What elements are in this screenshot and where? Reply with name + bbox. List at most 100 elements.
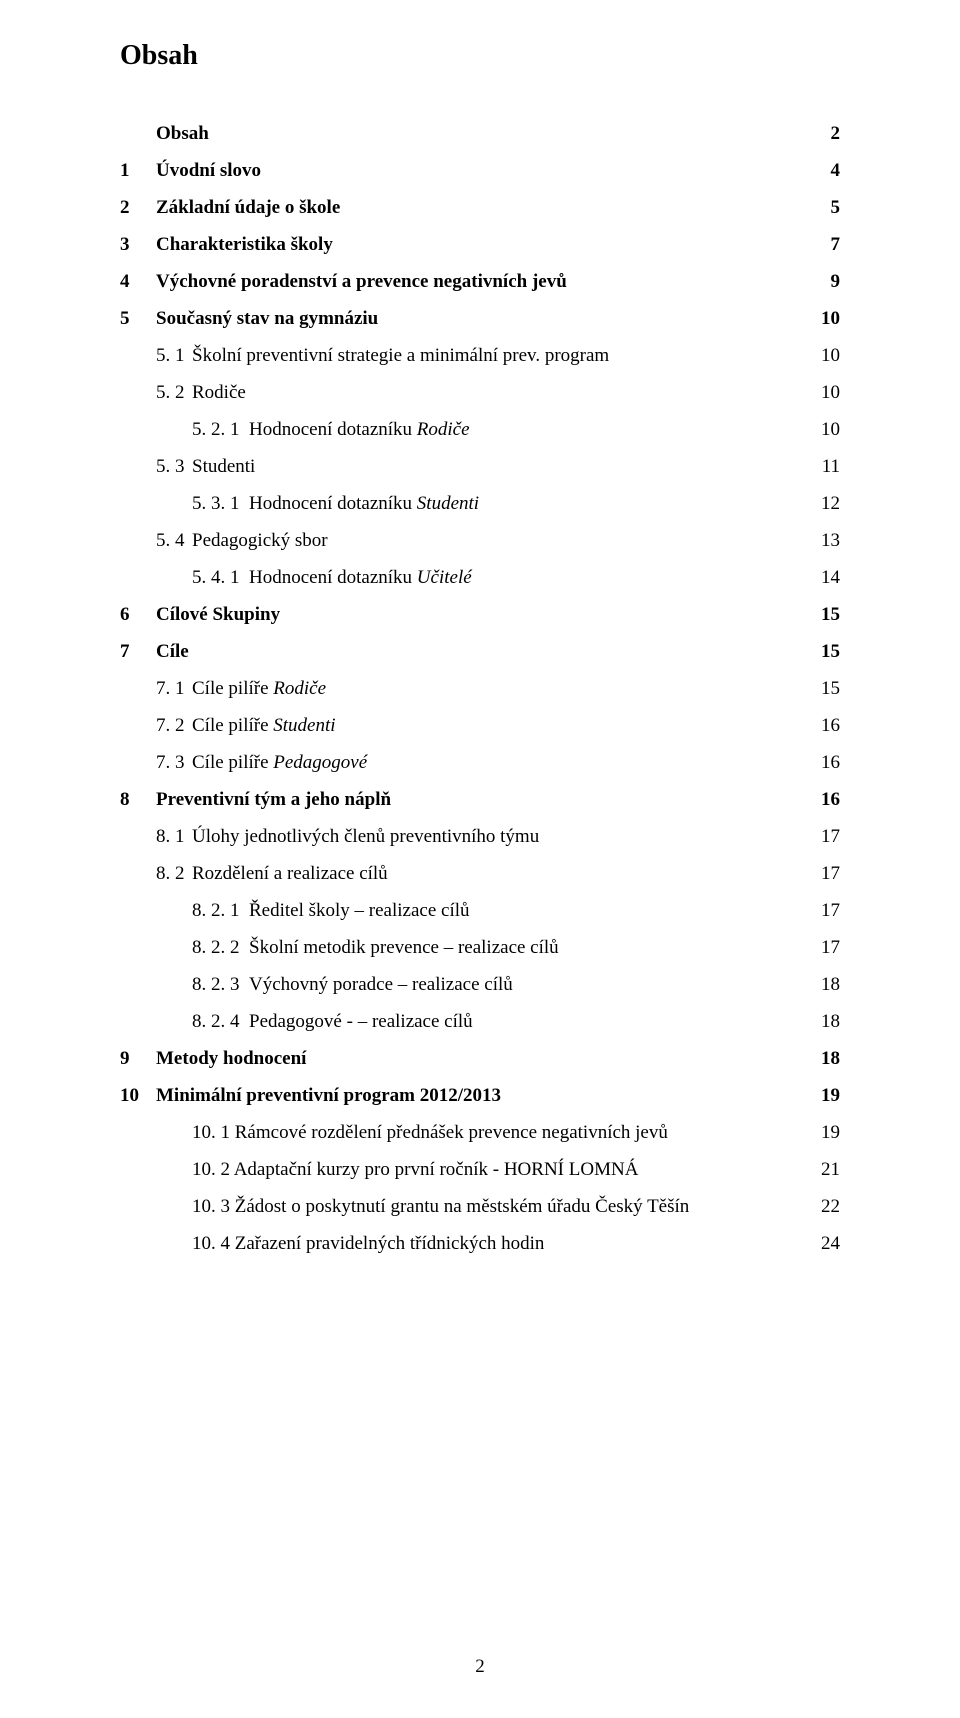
- toc-entry-number: 5. 1: [120, 346, 192, 365]
- toc-entry-label-pre: Cíle pilíře: [192, 715, 273, 736]
- toc-entry-number: 9: [120, 1049, 156, 1068]
- toc-entry-number: 8. 1: [120, 827, 192, 846]
- toc-row: 5. 3. 1 Hodnocení dotazníku Studenti 12: [120, 494, 840, 513]
- toc-entry-page: 15: [810, 642, 840, 661]
- page-footer-number: 2: [0, 1656, 960, 1678]
- toc-entry-label-pre: Hodnocení dotazníku: [249, 567, 417, 588]
- toc-entry-label: Úvodní slovo: [156, 161, 261, 180]
- toc-row-left: 5. 4Pedagogický sbor: [120, 531, 794, 550]
- toc-row-left: 5. 4. 1 Hodnocení dotazníku Učitelé: [120, 568, 794, 587]
- toc-entry-label-pre: Cíle pilíře: [192, 678, 273, 699]
- toc-entry-label: Cílové Skupiny: [156, 605, 280, 624]
- toc-entry-label: Současný stav na gymnáziu: [156, 309, 378, 328]
- toc-entry-label: Školní metodik prevence – realizace cílů: [249, 938, 559, 957]
- toc-entry-label: Hodnocení dotazníku Učitelé: [249, 568, 472, 587]
- toc-row: 8Preventivní tým a jeho náplň16: [120, 790, 840, 809]
- toc-entry-label: Cíle: [156, 642, 189, 661]
- toc-row-left: 4Výchovné poradenství a prevence negativ…: [120, 272, 794, 291]
- toc-row-left: 10. 1 Rámcové rozdělení přednášek preven…: [120, 1123, 794, 1142]
- toc-entry-label: 10. 1 Rámcové rozdělení přednášek preven…: [192, 1123, 668, 1142]
- toc-entry-label-italic: Studenti: [273, 715, 335, 736]
- toc-entry-number: 8. 2. 4: [120, 1012, 249, 1031]
- toc-entry-number: 2: [120, 198, 156, 217]
- toc-entry-label: Rodiče: [192, 383, 246, 402]
- toc-entry-number: 7: [120, 642, 156, 661]
- toc-entry-page: 18: [810, 1012, 840, 1031]
- toc-entry-page: 10: [810, 420, 840, 439]
- toc-row-left: Obsah: [120, 124, 794, 143]
- toc-entry-label: 10. 2 Adaptační kurzy pro první ročník -…: [192, 1160, 638, 1179]
- toc-entry-page: 12: [810, 494, 840, 513]
- toc-entry-number: 8: [120, 790, 156, 809]
- toc-entry-page: 19: [810, 1086, 840, 1105]
- toc-row-left: 5. 3. 1 Hodnocení dotazníku Studenti: [120, 494, 794, 513]
- toc-entry-page: 21: [810, 1160, 840, 1179]
- toc-entry-label-italic: Pedagogové: [273, 752, 367, 773]
- toc-entry-label: Cíle pilíře Rodiče: [192, 679, 326, 698]
- toc-row-left: 8. 2. 3 Výchovný poradce – realizace cíl…: [120, 975, 794, 994]
- toc-entry-label: Hodnocení dotazníku Rodiče: [249, 420, 470, 439]
- toc-row-left: 5. 2. 1 Hodnocení dotazníku Rodiče: [120, 420, 794, 439]
- toc-entry-label: Úlohy jednotlivých členů preventivního t…: [192, 827, 539, 846]
- toc-entry-label-italic: Studenti: [417, 493, 479, 514]
- toc-entry-label: Obsah: [156, 124, 209, 143]
- toc-row-left: 2Základní údaje o škole: [120, 198, 794, 217]
- toc-entry-number: 7. 2: [120, 716, 192, 735]
- toc-entry-label: Pedagogický sbor: [192, 531, 328, 550]
- toc-row: 8. 2. 4 Pedagogové - – realizace cílů 18: [120, 1012, 840, 1031]
- toc-entry-page: 18: [810, 1049, 840, 1068]
- toc-row: 8. 2. 2 Školní metodik prevence – realiz…: [120, 938, 840, 957]
- toc-row-left: 9Metody hodnocení: [120, 1049, 794, 1068]
- table-of-contents: Obsah21Úvodní slovo42Základní údaje o šk…: [120, 124, 840, 1253]
- toc-row-left: 8. 2. 1 Ředitel školy – realizace cílů: [120, 901, 794, 920]
- toc-row-left: 8. 2. 2 Školní metodik prevence – realiz…: [120, 938, 794, 957]
- toc-entry-number: 8. 2. 2: [120, 938, 249, 957]
- toc-row-left: 8Preventivní tým a jeho náplň: [120, 790, 794, 809]
- toc-entry-page: 14: [810, 568, 840, 587]
- toc-row-left: 5Současný stav na gymnáziu: [120, 309, 794, 328]
- toc-entry-label: Ředitel školy – realizace cílů: [249, 901, 470, 920]
- toc-entry-label-pre: Cíle pilíře: [192, 752, 273, 773]
- toc-entry-page: 17: [810, 938, 840, 957]
- toc-row: 7. 2Cíle pilíře Studenti 16: [120, 716, 840, 735]
- toc-entry-label-italic: Rodiče: [417, 419, 470, 440]
- toc-entry-number: 8. 2. 3: [120, 975, 249, 994]
- toc-row-left: 7. 1Cíle pilíře Rodiče: [120, 679, 794, 698]
- toc-entry-label: Pedagogové - – realizace cílů: [249, 1012, 473, 1031]
- toc-entry-label: Cíle pilíře Pedagogové: [192, 753, 367, 772]
- toc-entry-page: 17: [810, 901, 840, 920]
- toc-row: 6Cílové Skupiny15: [120, 605, 840, 624]
- toc-entry-label: Studenti: [192, 457, 255, 476]
- toc-row-left: 10. 4 Zařazení pravidelných třídnických …: [120, 1234, 794, 1253]
- toc-entry-label: Metody hodnocení: [156, 1049, 306, 1068]
- toc-entry-number: 8. 2: [120, 864, 192, 883]
- toc-entry-page: 16: [810, 716, 840, 735]
- toc-entry-number: 5: [120, 309, 156, 328]
- toc-entry-number: 6: [120, 605, 156, 624]
- toc-row-left: 3Charakteristika školy: [120, 235, 794, 254]
- toc-row: 10. 3 Žádost o poskytnutí grantu na měst…: [120, 1197, 840, 1216]
- toc-row: 2Základní údaje o škole5: [120, 198, 840, 217]
- toc-entry-page: 16: [810, 753, 840, 772]
- toc-row: 7Cíle 15: [120, 642, 840, 661]
- toc-entry-label-pre: Hodnocení dotazníku: [249, 493, 417, 514]
- toc-row-left: 10. 2 Adaptační kurzy pro první ročník -…: [120, 1160, 794, 1179]
- toc-entry-page: 7: [810, 235, 840, 254]
- toc-entry-label: 10. 4 Zařazení pravidelných třídnických …: [192, 1234, 544, 1253]
- toc-entry-label: Základní údaje o škole: [156, 198, 340, 217]
- toc-entry-number: 5. 3: [120, 457, 192, 476]
- document-page: Obsah Obsah21Úvodní slovo42Základní údaj…: [0, 0, 960, 1718]
- toc-entry-number: 7. 1: [120, 679, 192, 698]
- toc-entry-page: 11: [810, 457, 840, 476]
- toc-entry-label: Školní preventivní strategie a minimální…: [192, 346, 609, 365]
- toc-row-left: 5. 3Studenti: [120, 457, 794, 476]
- toc-entry-label: Výchovné poradenství a prevence negativn…: [156, 272, 567, 291]
- toc-row: 8. 1Úlohy jednotlivých členů preventivní…: [120, 827, 840, 846]
- toc-row-left: 10. 3 Žádost o poskytnutí grantu na měst…: [120, 1197, 794, 1216]
- toc-entry-page: 10: [810, 309, 840, 328]
- toc-row-left: 8. 1Úlohy jednotlivých členů preventivní…: [120, 827, 794, 846]
- toc-entry-label: 10. 3 Žádost o poskytnutí grantu na měst…: [192, 1197, 689, 1216]
- toc-row-left: 7. 2Cíle pilíře Studenti: [120, 716, 794, 735]
- toc-row: 8. 2. 1 Ředitel školy – realizace cílů 17: [120, 901, 840, 920]
- toc-row: 4Výchovné poradenství a prevence negativ…: [120, 272, 840, 291]
